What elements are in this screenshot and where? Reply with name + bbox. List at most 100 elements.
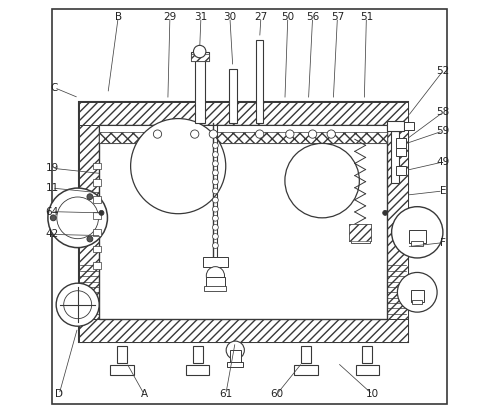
Bar [391, 131, 399, 183]
Text: 57: 57 [331, 12, 344, 22]
Circle shape [383, 210, 388, 215]
Bar [93, 246, 100, 252]
Bar [396, 148, 406, 156]
Text: 11: 11 [45, 183, 59, 193]
Circle shape [213, 188, 218, 194]
Circle shape [87, 236, 93, 242]
Bar [190, 54, 209, 61]
Text: B: B [115, 12, 122, 22]
Bar [93, 196, 100, 203]
Text: 50: 50 [281, 12, 294, 22]
Bar [412, 300, 422, 304]
Circle shape [131, 119, 226, 214]
Text: 27: 27 [254, 12, 267, 22]
Bar [190, 51, 209, 61]
Text: 19: 19 [45, 163, 59, 173]
Circle shape [226, 341, 245, 359]
Bar [404, 122, 414, 130]
Circle shape [190, 130, 199, 138]
Circle shape [213, 170, 218, 176]
Circle shape [64, 291, 91, 319]
Bar [195, 59, 205, 123]
Circle shape [309, 130, 317, 138]
Text: 10: 10 [366, 389, 379, 400]
Bar [79, 102, 408, 342]
Text: 52: 52 [436, 66, 449, 76]
Text: F: F [440, 238, 446, 248]
Circle shape [213, 225, 218, 230]
Bar [348, 224, 371, 241]
Circle shape [327, 130, 335, 138]
Circle shape [392, 207, 443, 258]
Bar [186, 365, 209, 375]
Circle shape [57, 197, 98, 239]
Circle shape [99, 210, 104, 215]
Bar [117, 346, 127, 363]
Bar [99, 125, 387, 319]
Text: C: C [50, 83, 58, 93]
Bar [362, 346, 372, 363]
Text: A: A [141, 389, 148, 400]
Text: 51: 51 [360, 12, 373, 22]
Circle shape [213, 206, 218, 212]
Bar [93, 229, 100, 236]
Circle shape [213, 143, 218, 148]
Text: 61: 61 [219, 389, 233, 400]
Bar [193, 346, 203, 363]
Bar [99, 132, 387, 144]
Bar [228, 362, 243, 367]
Circle shape [255, 130, 264, 138]
Circle shape [50, 215, 56, 221]
Bar [301, 346, 311, 363]
Bar [411, 290, 424, 302]
Bar [387, 125, 408, 319]
Circle shape [213, 243, 218, 249]
Circle shape [213, 179, 218, 185]
Text: 56: 56 [306, 12, 319, 22]
Bar [351, 238, 370, 243]
Circle shape [206, 267, 225, 285]
Circle shape [56, 283, 99, 326]
Bar [93, 212, 100, 219]
Bar [411, 241, 423, 246]
Bar [203, 257, 228, 268]
Circle shape [398, 272, 437, 312]
Text: E: E [440, 186, 446, 196]
Circle shape [213, 234, 218, 239]
Bar [294, 365, 318, 375]
Circle shape [213, 151, 218, 157]
Bar [110, 365, 134, 375]
Circle shape [154, 130, 162, 138]
Text: 31: 31 [194, 12, 208, 22]
Bar [387, 121, 404, 131]
Text: 60: 60 [270, 389, 283, 400]
Bar [356, 365, 379, 375]
Circle shape [193, 45, 206, 58]
Bar [93, 179, 100, 186]
Circle shape [213, 215, 218, 221]
Circle shape [286, 130, 294, 138]
Text: 64: 64 [45, 207, 59, 217]
Bar [396, 166, 406, 175]
Text: 29: 29 [164, 12, 176, 22]
Bar [204, 286, 226, 291]
Circle shape [48, 188, 107, 248]
Bar [93, 262, 100, 269]
Text: D: D [55, 389, 63, 400]
Text: 42: 42 [45, 229, 59, 239]
Bar [79, 319, 408, 342]
Circle shape [87, 194, 93, 200]
Bar [348, 224, 371, 241]
Bar [93, 163, 100, 169]
Text: 58: 58 [436, 107, 449, 117]
Text: 30: 30 [223, 12, 237, 22]
Bar [79, 102, 408, 125]
Bar [206, 276, 225, 288]
Bar [409, 230, 425, 243]
Circle shape [209, 130, 218, 138]
Bar [396, 139, 406, 147]
Bar [229, 69, 237, 123]
Bar [79, 125, 99, 319]
Text: 59: 59 [436, 126, 449, 136]
Circle shape [213, 197, 218, 203]
